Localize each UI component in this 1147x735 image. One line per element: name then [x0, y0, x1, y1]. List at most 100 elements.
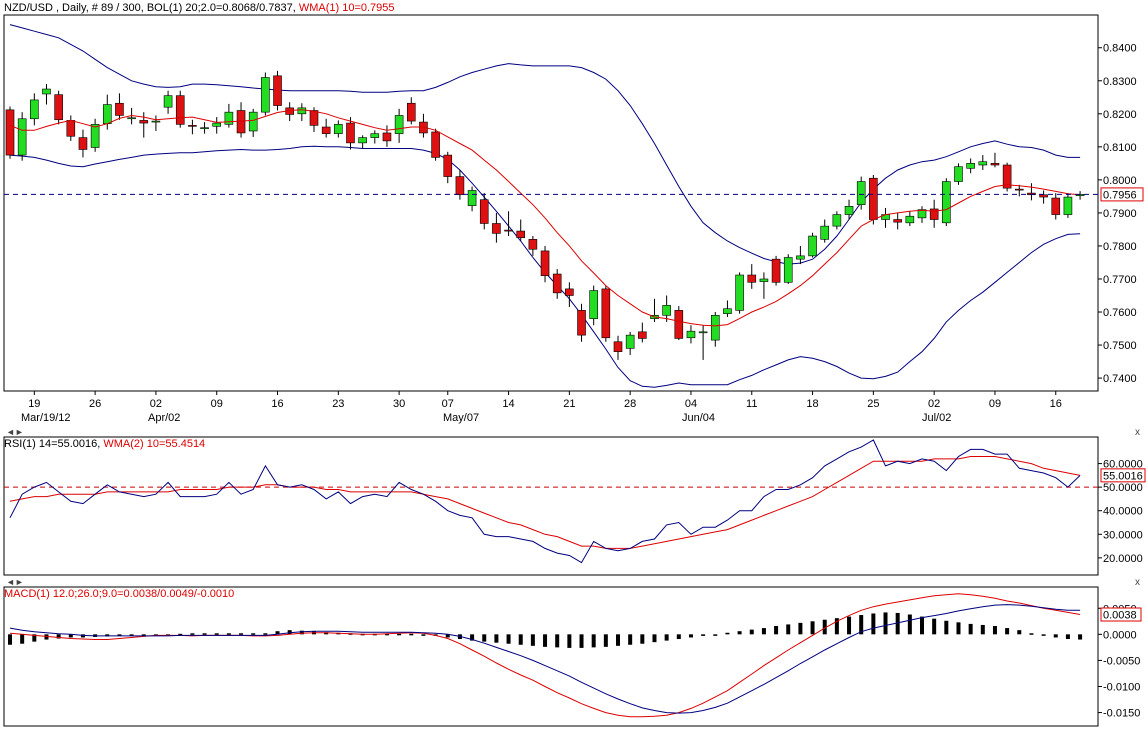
candle-down [321, 126, 331, 134]
svg-text:x: x [1135, 427, 1140, 438]
price-current-box [1100, 187, 1144, 202]
x-day-label: 09 [989, 398, 1001, 410]
candle-down [1051, 197, 1061, 215]
macd-hist-bar [980, 624, 985, 635]
candle-up [698, 331, 708, 334]
rsi-title-wma: WMA(2) 10=55.4514 [103, 438, 205, 450]
macd-hist-bar [871, 613, 876, 635]
rsi-current-value: 55.0016 [1103, 470, 1143, 482]
rsi-current-label: 55.0016 [1100, 468, 1146, 483]
macd-hist-bar [409, 633, 414, 636]
rsi-panel-frame [3, 436, 1099, 576]
x-month-label: Jul/02 [922, 412, 951, 424]
candle-up [710, 315, 720, 341]
candle-up [662, 305, 671, 316]
candle-down [674, 310, 684, 339]
candle-down [492, 223, 501, 234]
splitter-arrow-icon-2[interactable]: ◄► [6, 577, 24, 587]
macd-hist-bar [774, 625, 779, 635]
x-day-label: 16 [271, 398, 283, 410]
macd-hist-bar [1029, 633, 1034, 635]
rsi-close-icon[interactable]: x [1135, 427, 1140, 438]
macd-hist-bar [178, 633, 183, 636]
candle-down [78, 137, 88, 150]
macd-hist-bar [445, 634, 450, 638]
candle-down [273, 75, 282, 106]
candle-up [163, 95, 173, 108]
macd-hist-bar [640, 634, 645, 644]
price-axis-label: 0.7800 [1103, 241, 1137, 253]
macd-close-icon[interactable]: x [1135, 577, 1140, 588]
macd-hist-bar [506, 634, 511, 644]
macd-hist-bar [141, 634, 146, 636]
price-axis-label: 0.8400 [1103, 43, 1137, 55]
rsi-current-box [1100, 468, 1146, 483]
rsi-panel[interactable]: 60.0000 50.0000 40.0000 30.0000 20.0000 RSI(… [3, 436, 1146, 576]
candle-up [942, 181, 951, 224]
price-axis-label: 0.7500 [1103, 340, 1137, 352]
rsi-lines [9, 439, 1081, 564]
x-month-label: Mar/19/12 [21, 412, 71, 424]
macd-hist-bar [1065, 634, 1070, 640]
candle-up [200, 127, 209, 129]
macd-hist-bar [628, 634, 633, 645]
candle-down [175, 95, 185, 125]
candle-up [589, 290, 598, 319]
candle-up [224, 111, 234, 125]
candle-up [783, 257, 793, 283]
macd-hist-bar [883, 612, 888, 635]
candle-up [261, 77, 270, 113]
macd-lines [9, 593, 1081, 718]
price-current-value: 0.7956 [1103, 189, 1137, 201]
macd-hist-bar [579, 634, 584, 648]
candle-up [297, 107, 307, 115]
macd-hist-bar [591, 634, 596, 648]
candle-up [808, 235, 817, 257]
x-month-label: Apr/02 [148, 412, 180, 424]
candle-down [115, 102, 124, 116]
price-panel-frame [3, 14, 1099, 392]
candle-up [686, 330, 696, 339]
macd-hist-bar [190, 633, 195, 635]
candle-down [504, 229, 513, 232]
price-title-main: NZD/USD , Daily, # 89 / 300, BOL(1) 20;2… [4, 2, 299, 14]
macd-hist-bar [847, 616, 852, 635]
macd-hist-bar [603, 634, 608, 647]
macd-hist-bar [920, 616, 924, 635]
macd-hist-bar [956, 622, 961, 635]
macd-hist-bar [32, 634, 37, 642]
x-day-label: 23 [332, 398, 344, 410]
candle-up [820, 225, 830, 240]
macd-hist-bar [275, 631, 280, 635]
candle-down [893, 219, 902, 223]
candle-down [552, 273, 562, 294]
macd-hist-bar [263, 633, 268, 635]
candle-down [54, 94, 63, 121]
macd-hist-bar [214, 633, 219, 635]
price-axis-label: 0.8100 [1103, 142, 1137, 154]
x-day-label: 25 [867, 398, 879, 410]
candle-up [17, 118, 27, 156]
macd-hist-bar [20, 634, 25, 644]
candle-up [42, 88, 51, 95]
macd-panel[interactable]: 0.00500.0000-0.0050-0.0100-0.0150 MACD(1… [3, 586, 1142, 727]
rsi-axis-label: 60.0000 [1103, 459, 1143, 471]
x-day-label: 14 [502, 398, 514, 410]
candle-up [370, 133, 380, 138]
macd-panel-frame [3, 586, 1099, 727]
macd-hist-bar [992, 625, 997, 635]
x-day-label: 11 [746, 398, 757, 410]
macd-current-box [1100, 607, 1142, 622]
candle-up [844, 206, 854, 215]
price-axis-label: 0.8300 [1103, 76, 1137, 88]
macd-hist-bar [1041, 634, 1046, 636]
macd-axis-label: -0.0150 [1103, 708, 1140, 720]
x-day-label: 19 [28, 398, 40, 410]
macd-hist-bar [239, 633, 244, 635]
splitter-arrow-icon[interactable]: ◄► [6, 427, 24, 437]
macd-hist-bar [1005, 628, 1010, 635]
candle-down [188, 125, 197, 127]
price-panel[interactable]: 0.8400 0.8300 0.8200 0.8100 0.8000 0.7900 0.78… [3, 2, 1144, 392]
macd-hist-bar [737, 631, 742, 635]
